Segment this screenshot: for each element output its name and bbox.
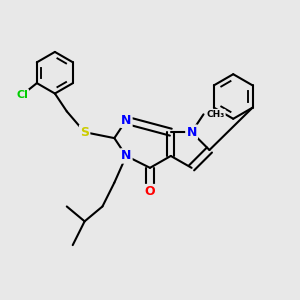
Text: N: N [186, 126, 197, 139]
Text: N: N [121, 114, 131, 127]
Text: S: S [80, 126, 89, 139]
Text: N: N [121, 149, 131, 162]
Text: O: O [145, 185, 155, 198]
Text: CH₃: CH₃ [206, 110, 225, 119]
Text: Cl: Cl [16, 90, 28, 100]
